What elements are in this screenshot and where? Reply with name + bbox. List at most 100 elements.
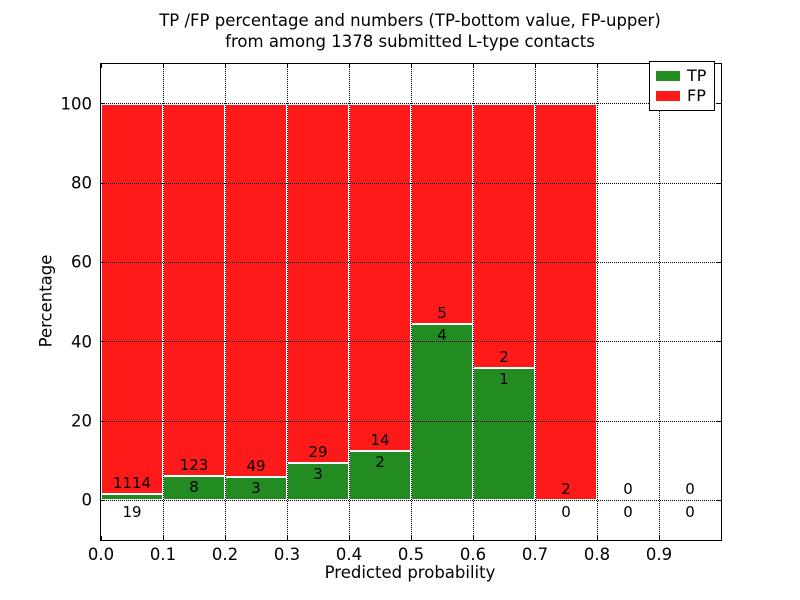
x-tick [534, 64, 536, 68]
x-tick-label: 0.3 [273, 545, 301, 564]
x-tick [348, 64, 350, 68]
bar-label-fp: 0 [685, 480, 695, 499]
bar-label-fp: 14 [370, 430, 390, 449]
bar-segment-fp [225, 103, 287, 478]
x-axis-label: Predicted probability [324, 563, 496, 582]
x-tick [162, 64, 164, 68]
bar-segment-tp [473, 368, 535, 501]
bar-segment-tp [411, 324, 473, 501]
y-tick [717, 261, 721, 263]
bar-label-fp: 1114 [112, 473, 152, 492]
gridline-x [534, 64, 536, 540]
legend-swatch-fp [656, 91, 680, 101]
x-tick [348, 536, 350, 540]
x-tick [162, 536, 164, 540]
gridline-x [348, 64, 350, 540]
x-tick [100, 536, 102, 540]
x-tick [534, 536, 536, 540]
bar-label-tp: 0 [623, 503, 633, 522]
y-tick [717, 341, 721, 343]
x-tick [472, 536, 474, 540]
x-tick-label: 0.4 [335, 545, 363, 564]
x-tick [286, 64, 288, 68]
bar-segment-fp [349, 103, 411, 451]
x-tick-label: 0.2 [211, 545, 239, 564]
bar-segment-fp [287, 103, 349, 464]
chart-title-line1: TP /FP percentage and numbers (TP-bottom… [159, 11, 661, 30]
x-tick [224, 536, 226, 540]
y-tick [717, 103, 721, 105]
bar-label-tp: 1 [499, 370, 509, 389]
gridline-x [596, 64, 598, 540]
y-axis-label: Percentage [36, 254, 56, 348]
legend-item: TP [656, 68, 708, 84]
gridline-x [162, 64, 164, 540]
chart-title: TP /FP percentage and numbers (TP-bottom… [100, 10, 720, 52]
y-tick-label: 40 [71, 332, 92, 352]
bar-label-fp: 0 [623, 480, 633, 499]
chart-title-line2: from among 1378 submitted L-type contact… [225, 32, 595, 51]
x-tick [410, 64, 412, 68]
x-tick [596, 536, 598, 540]
y-tick-label: 80 [71, 173, 92, 193]
bar-segment-fp [411, 103, 473, 325]
legend-label-tp: TP [687, 66, 707, 85]
y-tick-label: 60 [71, 252, 92, 272]
bar-label-fp: 123 [179, 456, 209, 475]
bar-label-tp: 3 [251, 479, 261, 498]
legend: TP FP [649, 61, 715, 111]
y-tick [101, 420, 105, 422]
x-tick [410, 536, 412, 540]
bar-segment-tp [349, 450, 411, 501]
x-tick-label: 0.1 [149, 545, 177, 564]
bar-segment-fp [163, 103, 225, 477]
bar-label-tp: 2 [375, 452, 385, 471]
x-tick-label: 0.8 [583, 545, 611, 564]
y-tick [717, 499, 721, 501]
x-tick [472, 64, 474, 68]
gridline-x [286, 64, 288, 540]
gridline-x [472, 64, 474, 540]
y-tick [101, 499, 105, 501]
x-tick [224, 64, 226, 68]
bar-label-tp: 0 [685, 503, 695, 522]
x-tick [100, 64, 102, 68]
bar-segment-fp [535, 103, 597, 501]
x-tick-label: 0.9 [645, 545, 673, 564]
x-tick [658, 536, 660, 540]
y-tick-label: 100 [60, 94, 93, 114]
legend-swatch-tp [656, 71, 680, 81]
bar-label-tp: 0 [561, 503, 571, 522]
gridline-x [224, 64, 226, 540]
y-tick-label: 20 [71, 411, 92, 431]
x-tick-label: 0.5 [397, 545, 425, 564]
x-tick [286, 536, 288, 540]
y-tick [717, 182, 721, 184]
y-tick [101, 182, 105, 184]
gridline-x [410, 64, 412, 540]
y-tick-label: 0 [81, 490, 93, 510]
bar-label-tp: 3 [313, 465, 323, 484]
bar-label-tp: 8 [189, 478, 199, 497]
y-tick [717, 420, 721, 422]
y-tick [101, 341, 105, 343]
legend-item: FP [656, 88, 708, 104]
x-tick-label: 0.6 [459, 545, 487, 564]
bar-label-fp: 2 [561, 480, 571, 499]
bar-segment-fp [101, 103, 163, 494]
bar-segment-tp [287, 463, 349, 501]
bar-label-tp: 4 [437, 326, 447, 345]
y-tick [101, 261, 105, 263]
plot-area: 1114 19 123 8 49 3 29 3 14 2 5 4 2 1 2 0 0 0 0 0 0 20 40 60 80 10… [61, 61, 722, 564]
x-tick [596, 64, 598, 68]
bar-label-fp: 29 [308, 443, 328, 462]
x-tick-label: 0.0 [87, 545, 115, 564]
bar-label-fp: 49 [246, 457, 266, 476]
bar-label-tp: 19 [122, 503, 142, 522]
y-tick [101, 103, 105, 105]
bar-label-fp: 2 [499, 348, 509, 367]
bar-label-fp: 5 [437, 304, 447, 323]
legend-label-fp: FP [687, 86, 706, 105]
x-tick-label: 0.7 [521, 545, 549, 564]
